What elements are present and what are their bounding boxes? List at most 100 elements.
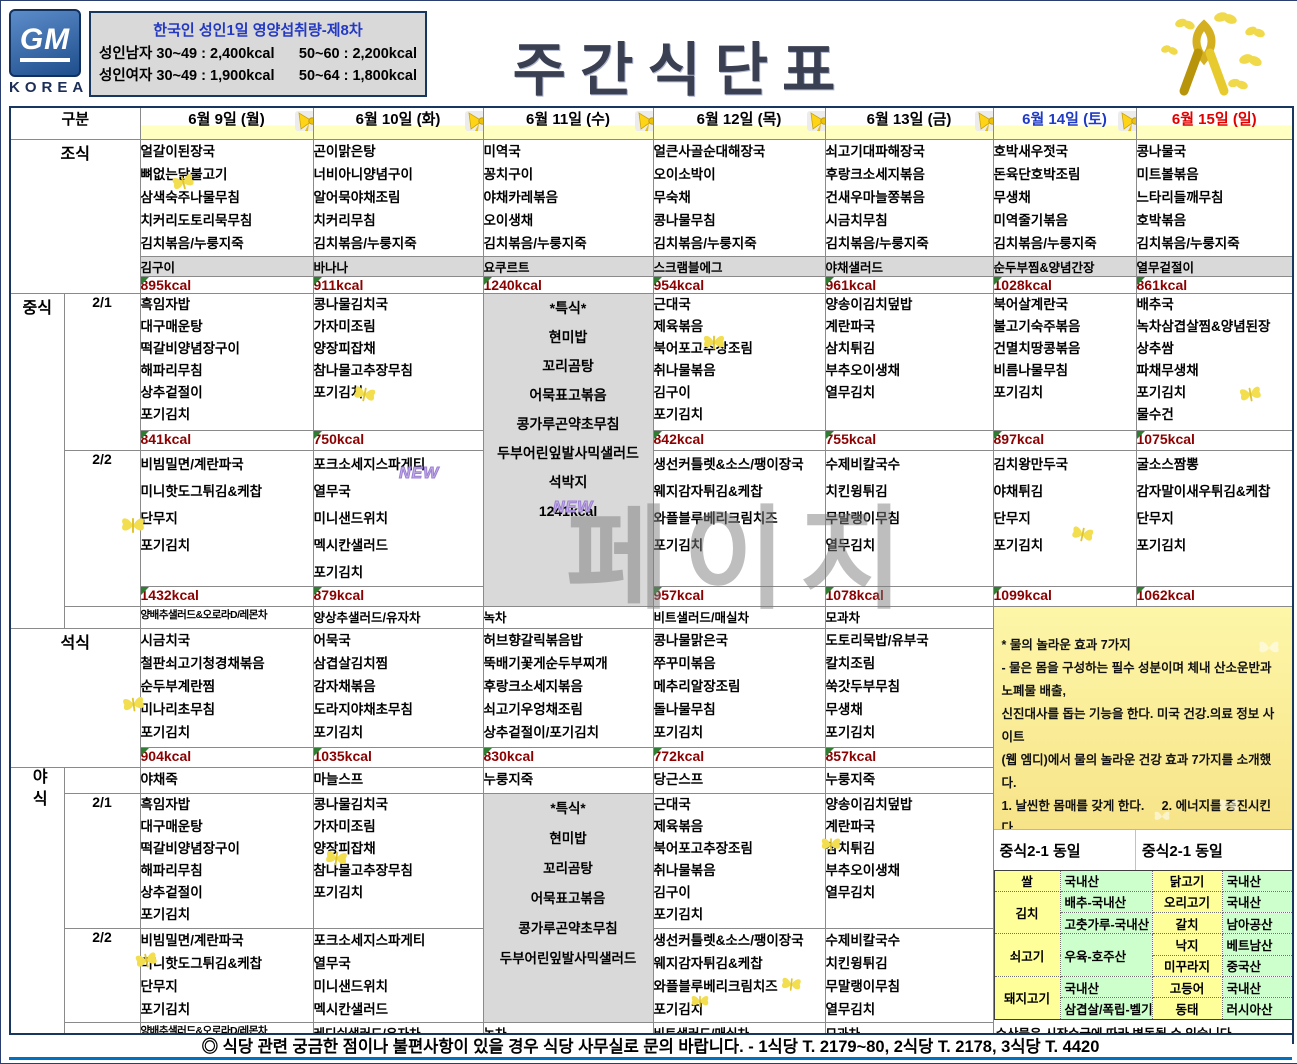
- breakfast-side-thu: 스크램블에그: [652, 255, 826, 277]
- origin-value-duck: 국내산: [1221, 890, 1293, 914]
- origin-item-kimchi: 김치: [994, 890, 1061, 935]
- origin-item-beef: 쇠고기: [994, 933, 1061, 977]
- breakfast-side-sun: 열무겉절이: [1135, 255, 1294, 277]
- lunch2-kcal-fri: 1078kcal: [824, 585, 994, 607]
- lunch1-kcal-mon: 841kcal: [139, 429, 314, 451]
- sublabel-spacer: [63, 605, 141, 629]
- weekend-info-region: * 물의 놀라운 효과 7가지 - 물은 몸을 구성하는 필수 성분이며 체내 …: [992, 605, 1294, 1043]
- origin-item-octopus: 낙지: [1151, 933, 1223, 956]
- ribbon-bow-icon: [806, 111, 825, 131]
- section-label-lunch: 중식: [9, 292, 65, 629]
- tuesday-date-label: 6월 10일 (화): [355, 111, 441, 128]
- lunch2-menu-fri: 수제비칼국수 치킨윙튀김 무말랭이무침 열무김치: [824, 449, 994, 587]
- lunch2-kcal-thu: 957kcal: [652, 585, 826, 607]
- lunch1-kcal-sun: 1075kcal: [1135, 429, 1294, 451]
- gm-korea-logo: GM KOREA: [9, 9, 83, 99]
- origin-item-chicken: 닭고기: [1151, 869, 1223, 892]
- night-soup-mon: 야채죽: [139, 766, 314, 795]
- dinner-kcal-tue: 1035kcal: [312, 746, 484, 768]
- breakfast-menu-fri: 쇠고기대파해장국 후랑크소세지볶음 건새우마늘쫑볶음 시금치무침 김치볶음/누룽…: [824, 138, 994, 257]
- sublabel-spacer: [63, 766, 141, 795]
- breakfast-menu-tue: 곤이맑은탕 너비아니양념구이 알어묵야채조림 치커리무침 김치볶음/누룽지죽: [312, 138, 484, 257]
- dinner-menu-tue: 어묵국 삼겹살김치찜 감자채볶음 도라지야채초무침 포기김치: [312, 627, 484, 748]
- breakfast-kcal-tue: 911kcal: [312, 275, 484, 294]
- dinner-menu-wed: 허브향갈릭볶음밥 뚝배기꽃게순두부찌개 후랑크소세지볶음 쇠고기우엉채조림 상추…: [482, 627, 654, 748]
- origin-value-kimchi-pepper: 고춧가루-국내산: [1059, 912, 1153, 935]
- night-half1-label: 2/1: [63, 793, 141, 929]
- origin-value-rice: 국내산: [1059, 869, 1153, 892]
- lunch-side-fri: 모과차: [824, 605, 994, 629]
- thursday-date-label: 6월 12일 (목): [696, 111, 782, 128]
- lunch2-kcal-mon: 1432kcal: [139, 585, 314, 607]
- dinner-kcal-wed: 830kcal: [482, 746, 654, 768]
- breakfast-side-tue: 바나나: [312, 255, 484, 277]
- nutrition-info-box: 한국인 성인1일 영양섭취량-제8차 성인남자 30~49 : 2,400kca…: [89, 11, 427, 97]
- breakfast-kcal-sat: 1028kcal: [992, 275, 1137, 294]
- breakfast-menu-mon: 얼갈이된장국 뼈없는닭불고기 삼색숙주나물무침 치커리도토리묵무침 김치볶음/누…: [139, 138, 314, 257]
- night1-menu-fri: 양송이김치덮밥 계란파국 삼치튀김 부추오이생채 열무김치: [824, 793, 994, 929]
- lunch1-menu-mon: 흑임자밥 대구매운탕 떡갈비양념장구이 해파리무침 상추겉절이 포기김치: [139, 292, 314, 431]
- night1-menu-mon: 흑임자밥 대구매운탕 떡갈비양념장구이 해파리무침 상추겉절이 포기김치: [139, 793, 314, 929]
- origin-value-chicken: 국내산: [1221, 869, 1293, 892]
- night-half2-label: 2/2: [63, 927, 141, 1023]
- column-header-tuesday: 6월 10일 (화): [312, 106, 484, 140]
- lunch1-menu-sun: 배추국 녹차삼겹살찜&양념된장 상추쌈 파채무생채 포기김치 물수건: [1135, 292, 1294, 431]
- dinner-kcal-thu: 772kcal: [652, 746, 826, 768]
- lunch2-menu-tue: 포크소세지스파게티 열무국 미니샌드위치 멕시칸샐러드 포기김치: [312, 449, 484, 587]
- lunch2-menu-sat: 김치왕만두국 야채튀김 단무지 포기김치: [992, 449, 1137, 587]
- night-soup-fri: 누룽지죽: [824, 766, 994, 795]
- origin-value-loach: 중국산: [1221, 954, 1293, 977]
- page-title: 주간식단표: [512, 38, 850, 103]
- monday-date-label: 6월 9일 (월): [188, 111, 265, 128]
- weekly-menu-table: 구분 6월 9일 (월) 6월 10일 (화) 6월 11일 (수) 6월 12…: [9, 106, 1295, 1044]
- footer-contact-bar: ◎ 식당 관련 궁금한 점이나 불편사항이 있을 경우 식당 사무실로 문의 바…: [9, 1033, 1292, 1060]
- nutrition-female: 성인여자 30~49 : 1,900kcal: [99, 67, 275, 84]
- origin-item-pork: 돼지고기: [994, 975, 1061, 1020]
- breakfast-kcal-sun: 861kcal: [1135, 275, 1294, 294]
- origin-item-mackerel: 고등어: [1151, 975, 1223, 999]
- origin-value-cutlassfish: 남아공산: [1221, 912, 1293, 935]
- lunch-half2-label: 2/2: [63, 449, 141, 607]
- breakfast-kcal-wed: 1240kcal: [482, 275, 654, 294]
- lunch1-menu-thu: 근대국 제육볶음 북어포고추장조림 취나물볶음 김구이 포기김치: [652, 292, 826, 431]
- sunday-same-as-lunch-label: 중식2-1 동일: [1141, 842, 1223, 860]
- dinner-menu-thu: 콩나물맑은국 쭈꾸미볶음 메추리알장조림 돌나물무침 포기김치: [652, 627, 826, 748]
- nutrition-title: 한국인 성인1일 영양섭취량-제8차: [153, 22, 363, 39]
- breakfast-kcal-mon: 895kcal: [139, 275, 314, 294]
- column-header-thursday: 6월 12일 (목): [652, 106, 826, 140]
- origin-item-cutlassfish: 갈치: [1151, 912, 1223, 935]
- friday-date-label: 6월 13일 (금): [866, 111, 952, 128]
- breakfast-side-mon: 김구이: [139, 255, 314, 277]
- breakfast-menu-thu: 얼큰사골순대해장국 오이소박이 무숙채 콩나물무침 김치볶음/누룽지죽: [652, 138, 826, 257]
- weekend-same-as-lunch-row: 중식2-1 동일 중식2-1 동일: [994, 829, 1292, 870]
- lunch-side-wed: 녹차: [482, 605, 654, 629]
- lunch2-kcal-sun: 1062kcal: [1135, 585, 1294, 607]
- dinner-kcal-fri: 857kcal: [824, 746, 994, 768]
- column-header-gubun: 구분: [9, 106, 141, 140]
- nutrition-male: 성인남자 30~49 : 2,400kcal: [99, 46, 275, 62]
- section-label-dinner: 석식: [9, 627, 141, 768]
- lunch-side-thu: 비트샐러드/매실차: [652, 605, 826, 629]
- lunch2-menu-sun: 굴소스짬뽕 감자말이새우튀김&케찹 단무지 포기김치: [1135, 449, 1294, 587]
- yellow-ribbon-decoration-icon: [1126, 9, 1276, 104]
- night-soup-wed: 누룽지죽: [482, 766, 654, 795]
- ribbon-bow-icon: [1117, 111, 1136, 131]
- gm-logo-text: GM: [19, 24, 71, 62]
- breakfast-side-fri: 야채샐러드: [824, 255, 994, 277]
- night2-menu-tue: 포크소세지스파게티 열무국 미니샌드위치 멕시칸샐러드: [312, 927, 484, 1023]
- origin-item-loach: 미꾸라지: [1151, 954, 1223, 977]
- lunch-half1-label: 2/1: [63, 292, 141, 451]
- night2-menu-fri: 수제비칼국수 치킨윙튀김 무말랭이무침 열무김치: [824, 927, 994, 1023]
- breakfast-side-sat: 순두부찜&양념간장: [992, 255, 1137, 277]
- column-header-friday: 6월 13일 (금): [824, 106, 994, 140]
- water-tips-box: * 물의 놀라운 효과 7가지 - 물은 몸을 구성하는 필수 성분이며 체내 …: [994, 606, 1293, 830]
- nutrition-female-2: 50~64 : 1,800kcal: [298, 67, 417, 84]
- section-label-night: 야식: [9, 766, 65, 1044]
- lunch1-menu-fri: 양송이김치덮밥 계란파국 삼치튀김 부추오이생채 열무김치: [824, 292, 994, 431]
- origin-value-pork-belly: 삼겹살/폭립-벨기: [1059, 997, 1153, 1020]
- lunch2-kcal-tue: 879kcal: [312, 585, 484, 607]
- breakfast-menu-wed: 미역국 꽁치구이 야채카레볶음 오이생채 김치볶음/누룽지죽: [482, 138, 654, 257]
- ribbon-bow-icon: [294, 111, 313, 131]
- origin-item-rice: 쌀: [994, 869, 1061, 892]
